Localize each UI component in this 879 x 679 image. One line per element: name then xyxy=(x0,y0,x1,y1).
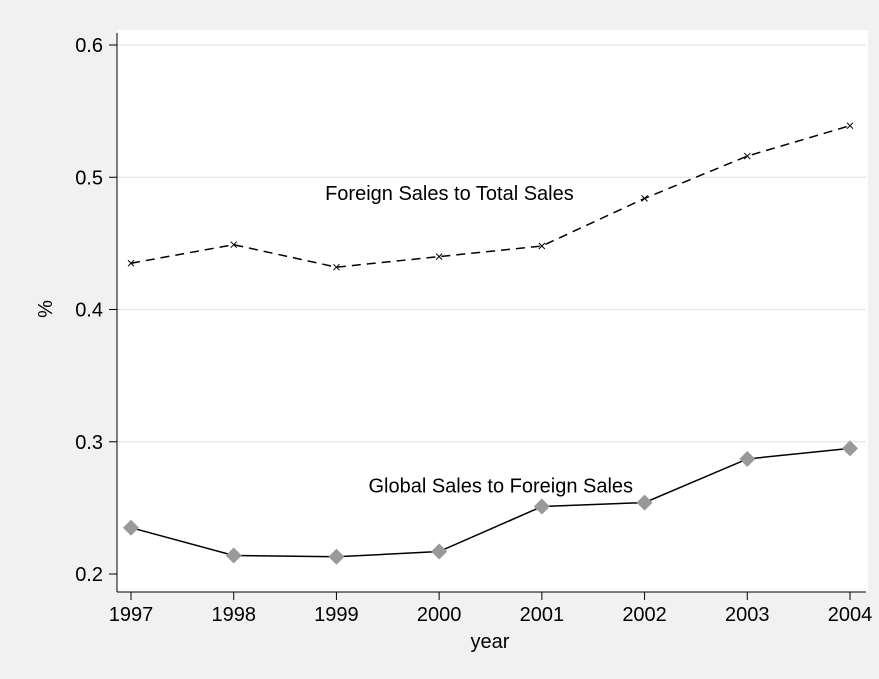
series-line-foreign xyxy=(130,124,851,268)
data-point-global-2001 xyxy=(533,498,550,515)
data-point-foreign-2003 xyxy=(743,152,751,160)
data-point-global-2003 xyxy=(739,450,756,467)
x-tick-label-7: 2004 xyxy=(828,604,873,626)
data-point-global-1997 xyxy=(123,519,139,536)
data-point-foreign-2004 xyxy=(846,122,854,130)
x-tick-label-5: 2002 xyxy=(622,604,667,626)
y-tick-label-1: 0.3 xyxy=(75,432,103,454)
x-axis-ticks: 1997 1998 1999 2000 2001 2002 2003 2004 xyxy=(109,592,873,626)
y-tick-label-4: 0.6 xyxy=(75,35,103,57)
x-tick-label-6: 2003 xyxy=(725,604,770,626)
y-tick-label-3: 0.5 xyxy=(75,167,103,189)
x-tick-label-1: 1998 xyxy=(211,604,256,626)
x-tick-label-3: 2000 xyxy=(417,604,462,626)
annotations: Foreign Sales to Total Sales Global Sales… xyxy=(325,183,633,497)
y-axis-title: % xyxy=(35,300,57,318)
data-point-foreign-1999 xyxy=(333,263,340,271)
data-point-foreign-2001 xyxy=(538,242,546,250)
data-point-global-1998 xyxy=(225,547,242,564)
data-point-global-1999 xyxy=(328,548,345,565)
data-point-global-2000 xyxy=(431,543,448,560)
annotation-0: Foreign Sales to Total Sales xyxy=(325,183,574,205)
data-point-foreign-2000 xyxy=(435,253,443,260)
series-line-global xyxy=(130,447,851,558)
data-point-global-2002 xyxy=(636,494,653,511)
axes xyxy=(116,33,866,593)
y-tick-label-2: 0.4 xyxy=(75,300,103,322)
annotation-1: Global Sales to Foreign Sales xyxy=(368,475,633,497)
x-tick-label-0: 1997 xyxy=(109,604,154,626)
y-axis-ticks: 0.2 0.3 0.4 0.5 0.6 xyxy=(75,35,117,586)
data-point-foreign-1997 xyxy=(127,259,135,267)
series-layer xyxy=(123,122,858,565)
plot-area xyxy=(117,30,868,592)
data-point-foreign-1998 xyxy=(230,241,238,249)
grid-lines xyxy=(117,44,866,443)
y-tick-label-0: 0.2 xyxy=(75,564,103,586)
data-point-foreign-2002 xyxy=(641,195,648,202)
x-tick-label-2: 1999 xyxy=(314,604,359,626)
data-point-global-2004 xyxy=(842,440,858,457)
x-axis-title: year xyxy=(471,631,510,653)
x-tick-label-4: 2001 xyxy=(520,604,565,626)
